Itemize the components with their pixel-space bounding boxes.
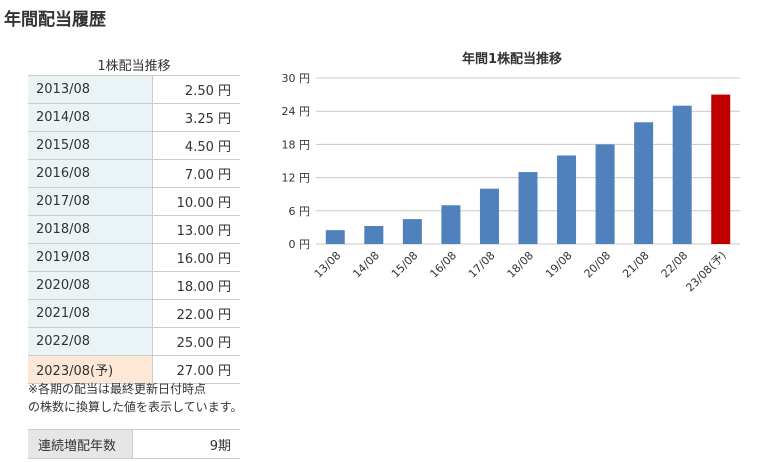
streak-table: 連続増配年数 9期: [28, 429, 240, 459]
x-tick-label: 15/08: [389, 249, 421, 281]
period-cell: 2015/08: [28, 131, 153, 160]
footnote: ※各期の配当は最終更新日付時点 の株数に換算した値を表示しています。: [28, 380, 242, 416]
dividend-table: 2013/08 2.50 円 2014/08 3.25 円 2015/08 4.50 …: [28, 75, 240, 384]
x-tick-label: 13/08: [312, 249, 344, 281]
table-row: 2018/08 13.00 円: [28, 215, 240, 244]
bar: [672, 105, 692, 244]
table-caption: 1株配当推移: [97, 59, 171, 74]
table-row: 2022/08 25.00 円: [28, 327, 240, 356]
x-tick-label: 22/08: [659, 249, 691, 281]
table-row: 2020/08 18.00 円: [28, 271, 240, 300]
bar: [479, 188, 499, 244]
amount-cell: 22.00 円: [152, 299, 240, 328]
amount-cell: 7.00 円: [152, 159, 240, 188]
page-title: 年間配当履歴: [4, 10, 106, 30]
table-row: 2017/08 10.00 円: [28, 187, 240, 216]
table-row: 2015/08 4.50 円: [28, 131, 240, 160]
x-tick-label: 18/08: [505, 249, 537, 281]
streak-value: 9期: [132, 429, 240, 459]
streak-label: 連続増配年数: [28, 429, 133, 459]
x-tick-label: 23/08(予): [683, 249, 728, 294]
amount-cell: 27.00 円: [152, 355, 240, 384]
amount-cell: 25.00 円: [152, 327, 240, 356]
footnote-line: ※各期の配当は最終更新日付時点: [28, 382, 207, 396]
period-cell: 2022/08: [28, 327, 153, 356]
table-row: 2013/08 2.50 円: [28, 75, 240, 104]
y-tick-label: 24 円: [282, 105, 311, 118]
y-tick-label: 0 円: [289, 238, 311, 251]
bar: [402, 219, 422, 244]
bar: [325, 230, 345, 244]
amount-cell: 2.50 円: [152, 75, 240, 104]
amount-cell: 3.25 円: [152, 103, 240, 132]
x-tick-label: 20/08: [582, 249, 614, 281]
period-cell: 2019/08: [28, 243, 153, 272]
table-row: 2014/08 3.25 円: [28, 103, 240, 132]
y-tick-label: 6 円: [289, 205, 311, 218]
amount-cell: 4.50 円: [152, 131, 240, 160]
table-row: 2019/08 16.00 円: [28, 243, 240, 272]
bar: [634, 122, 654, 244]
streak-row: 連続増配年数 9期: [28, 429, 240, 459]
y-tick-label: 12 円: [282, 172, 311, 185]
table-row-forecast: 2023/08(予) 27.00 円: [28, 355, 240, 384]
bar: [364, 226, 384, 244]
table-row: 2016/08 7.00 円: [28, 159, 240, 188]
footnote-line: の株数に換算した値を表示しています。: [28, 400, 243, 414]
period-cell: 2020/08: [28, 271, 153, 300]
y-tick-label: 18 円: [282, 138, 311, 151]
amount-cell: 18.00 円: [152, 271, 240, 300]
period-cell: 2021/08: [28, 299, 153, 328]
x-tick-label: 16/08: [427, 249, 459, 281]
bar: [518, 172, 538, 244]
period-cell: 2017/08: [28, 187, 153, 216]
bar: [595, 144, 615, 244]
amount-cell: 13.00 円: [152, 215, 240, 244]
chart-title: 年間1株配当推移: [462, 51, 562, 67]
y-tick-label: 30 円: [282, 72, 311, 85]
period-cell: 2014/08: [28, 103, 153, 132]
period-cell: 2013/08: [28, 75, 153, 104]
amount-cell: 16.00 円: [152, 243, 240, 272]
bar: [441, 205, 461, 244]
period-cell: 2016/08: [28, 159, 153, 188]
bar: [557, 155, 577, 244]
table-row: 2021/08 22.00 円: [28, 299, 240, 328]
bar-forecast: [711, 94, 731, 244]
x-tick-label: 17/08: [466, 249, 498, 281]
period-cell: 2023/08(予): [28, 355, 153, 384]
x-tick-label: 14/08: [350, 249, 382, 281]
dividend-bar-chart: 年間1株配当推移 0 円 6 円 12 円 18 円 24 円 30 円 13/08 14/0…: [282, 51, 740, 294]
period-cell: 2018/08: [28, 215, 153, 244]
x-tick-label: 21/08: [620, 249, 652, 281]
x-tick-label: 19/08: [543, 249, 575, 281]
amount-cell: 10.00 円: [152, 187, 240, 216]
